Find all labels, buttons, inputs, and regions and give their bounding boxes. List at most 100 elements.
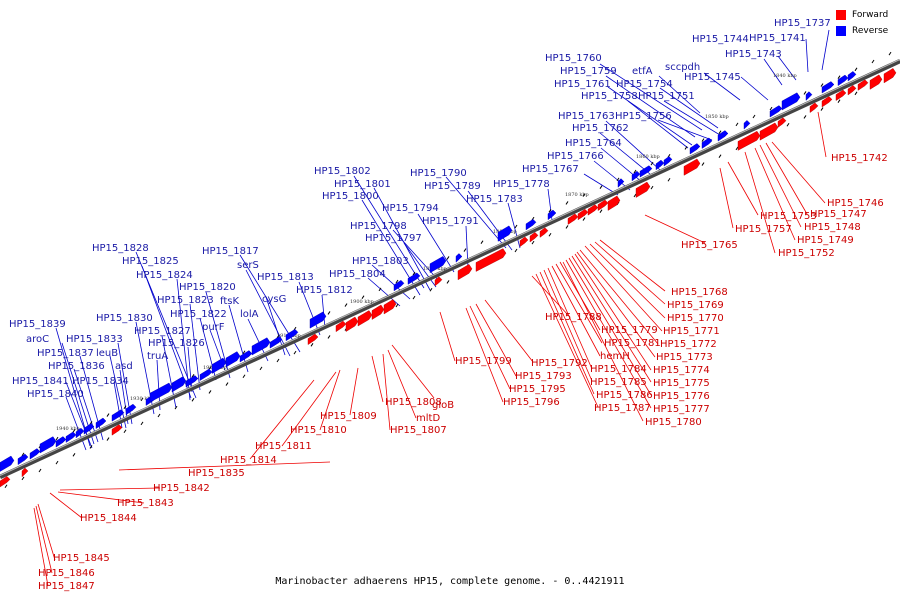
kbp-label: 1870 kbp [565, 192, 589, 198]
axis-tick [854, 91, 858, 96]
reverse-gene-label-hp15-1761: HP15_1761 [554, 79, 611, 90]
reverse-gene-label-hp15-1791: HP15_1791 [422, 216, 479, 227]
reverse-gene-label-hp15-1840: HP15_1840 [27, 389, 84, 400]
axis-tick [310, 343, 314, 347]
axis-tick [701, 162, 705, 166]
forward-gene-block [869, 74, 883, 90]
reverse-gene-label-hp15-1756: HP15_1756 [615, 111, 672, 122]
forward-gene-block [383, 299, 397, 315]
reverse-gene-label-hp15-1825: HP15_1825 [122, 256, 179, 267]
axis-tick [650, 161, 654, 166]
reverse-gene-block [617, 178, 625, 188]
reverse-gene-label-cysg: cysG [262, 294, 286, 305]
forward-gene-label-hp15-1776: HP15_1776 [653, 391, 710, 402]
forward-gene-label-hp15-1775: HP15_1775 [653, 378, 710, 389]
axis-tick [259, 366, 263, 371]
reverse-gene-label-hp15-1778: HP15_1778 [493, 179, 550, 190]
forward-gene-block [635, 181, 651, 198]
forward-gene-label-hp15-1780: HP15_1780 [645, 417, 702, 428]
axis-tick [446, 280, 450, 284]
kbp-label: 1900 kbp [350, 299, 374, 305]
reverse-gene-block [95, 417, 107, 429]
forward-gene-label-hp15-1742: HP15_1742 [831, 153, 888, 164]
reverse-gene-block [125, 403, 137, 416]
forward-gene-label-hp15-1770: HP15_1770 [667, 313, 724, 324]
forward-gene-label-hp15-1792: HP15_1792 [531, 358, 588, 369]
axis-tick [718, 130, 722, 134]
axis-tick [582, 217, 586, 221]
forward-gene-label-hp15-1786: HP15_1786 [596, 390, 653, 401]
forward-gene-label-hp15-1748: HP15_1748 [804, 222, 861, 233]
forward-gene-label-hp15-1846: HP15_1846 [38, 568, 95, 579]
forward-gene-block [335, 320, 347, 333]
reverse-gene-label-hp15-1743: HP15_1743 [725, 49, 782, 60]
axis-tick [837, 75, 841, 79]
axis-tick [565, 201, 569, 205]
forward-gene-label-hp15-1808: HP15_1808 [385, 397, 442, 408]
reverse-gene-label-purf: purF [202, 322, 225, 333]
forward-gene-label-hp15-1795: HP15_1795 [509, 384, 566, 395]
forward-gene-label-hp15-1847: HP15_1847 [38, 581, 95, 592]
reverse-gene-block [251, 337, 271, 356]
reverse-gene-block [185, 375, 199, 388]
reverse-gene-block [769, 105, 783, 118]
axis-tick [854, 67, 858, 72]
reverse-gene-block [701, 137, 713, 149]
forward-gene-label-hp15-1814: HP15_1814 [220, 455, 277, 466]
legend-forward: Forward [836, 7, 900, 23]
axis-tick [344, 303, 348, 307]
genome-axis [0, 58, 900, 480]
reverse-gene-block [55, 436, 67, 448]
axis-tick [38, 468, 42, 473]
reverse-gene-label-hp15-1813: HP15_1813 [257, 272, 314, 283]
reverse-gene-block [211, 357, 227, 374]
reverse-gene-label-hp15-1797: HP15_1797 [365, 233, 422, 244]
reverse-gene-label-hp15-1764: HP15_1764 [565, 138, 622, 149]
forward-gene-label-hp15-1843: HP15_1843 [117, 498, 174, 509]
forward-gene-label-mltd: mltD [416, 413, 440, 424]
kbp-label: 1930 kbp [130, 396, 154, 402]
reverse-gene-block [75, 427, 85, 439]
forward-gene-block [539, 227, 549, 238]
reverse-gene-label-hp15-1826: HP15_1826 [148, 338, 205, 349]
reverse-gene-label-hp15-1820: HP15_1820 [179, 282, 236, 293]
reverse-gene-label-hp15-1762: HP15_1762 [572, 123, 629, 134]
forward-gene-label-hp15-1799: HP15_1799 [455, 356, 512, 367]
forward-gene-labels: HP15_1742HP15_1746HP15_1747HP15_1748HP15… [38, 153, 888, 592]
forward-gene-label-hp15-1757: HP15_1757 [735, 224, 792, 235]
forward-gene-label-hp15-1747: HP15_1747 [810, 209, 867, 220]
forward-gene-block [21, 467, 29, 478]
reverse-gene-label-hp15-1804: HP15_1804 [329, 269, 386, 280]
axis-tick [735, 146, 739, 151]
reverse-gene-label-hp15-1745: HP15_1745 [684, 72, 741, 83]
axis-tick [106, 437, 110, 441]
axis-tick [633, 193, 637, 198]
axis-tick [72, 453, 76, 457]
forward-gene-label-hp15-1784: HP15_1784 [590, 364, 647, 375]
forward-gene-block [0, 476, 11, 488]
forward-gene-block [529, 232, 539, 243]
reverse-gene-label-lola: lolA [240, 309, 259, 320]
reverse-gene-block [837, 74, 849, 87]
forward-gene-label-hp15-1807: HP15_1807 [390, 425, 447, 436]
reverse-gene-block [225, 351, 241, 368]
forward-gene-label-glob: gloB [432, 400, 454, 411]
forward-gene-label-hp15-1845: HP15_1845 [53, 553, 110, 564]
forward-gene-block [759, 122, 779, 141]
reverse-gene-block [285, 329, 299, 342]
axis-tick [650, 185, 654, 190]
axis-tick [123, 405, 127, 409]
reverse-gene-label-hp15-1760: HP15_1760 [545, 53, 602, 64]
reverse-gene-label-etfa: etfA [632, 66, 653, 77]
axis-tick [4, 484, 8, 489]
forward-gene-block [519, 236, 529, 248]
kbp-label: 1840 kbp [773, 73, 797, 79]
forward-gene-block [475, 248, 507, 272]
axis-tick [55, 460, 59, 465]
reverse-gene-label-hp15-1783: HP15_1783 [466, 194, 523, 205]
axis-tick [140, 397, 144, 402]
reverse-gene-block [171, 376, 187, 393]
forward-gene-block [371, 304, 385, 320]
axis-tick [667, 177, 671, 182]
